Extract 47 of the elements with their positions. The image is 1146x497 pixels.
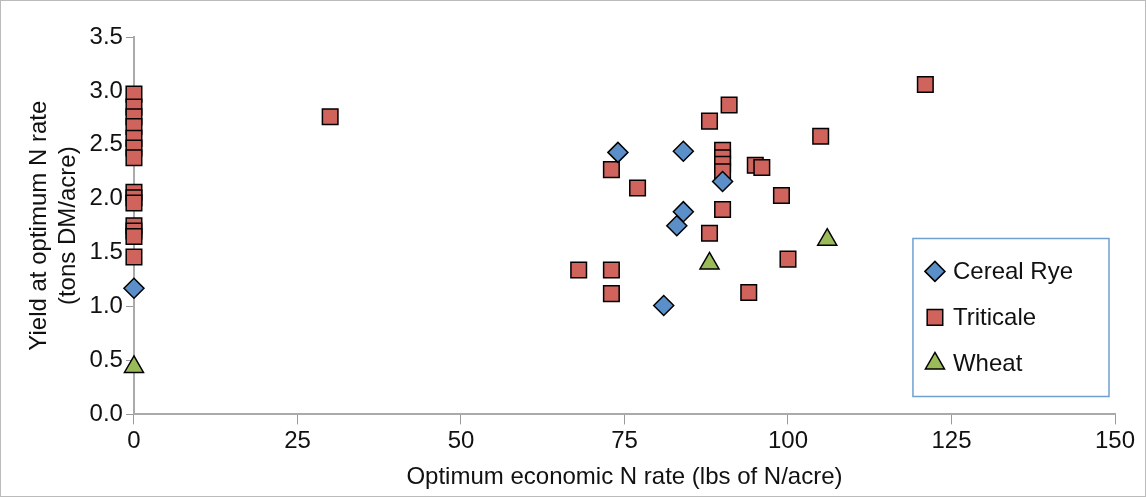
point (602, 161, 620, 179)
point (916, 75, 934, 93)
legend-label: Cereal Rye (952, 257, 1073, 285)
point (629, 179, 647, 197)
point (779, 250, 797, 268)
point (700, 224, 719, 242)
point (753, 158, 771, 176)
point (720, 96, 738, 114)
point (602, 261, 620, 279)
y-tick-label: 3.0 (89, 75, 123, 103)
point (570, 261, 588, 279)
point (772, 186, 790, 205)
point (125, 194, 143, 212)
y-tick-label: 0.5 (89, 345, 123, 373)
x-tick-label: 75 (611, 426, 638, 454)
point (125, 227, 143, 246)
x-tick-label: 150 (1094, 426, 1136, 454)
x-axis-title: Optimum economic N rate (lbs of N/acre) (406, 462, 843, 490)
point (607, 141, 629, 164)
x-tick-label: 0 (127, 426, 141, 454)
legend-label: Wheat (952, 349, 1023, 377)
point (672, 200, 695, 223)
point (714, 201, 732, 219)
x-tick-label: 125 (931, 426, 972, 454)
y-tick-label: 2.0 (89, 183, 123, 211)
point (812, 127, 830, 145)
point (321, 108, 339, 126)
y-tick-label: 2.5 (89, 129, 123, 157)
point (666, 214, 688, 237)
point (672, 140, 695, 163)
y-axis-title: Yield at optimum N rate (tons DM/acre) (24, 100, 80, 351)
point (740, 284, 758, 302)
y-tick-label: 1.5 (89, 237, 123, 265)
point (652, 294, 675, 317)
legend-label: Triticale (952, 303, 1037, 331)
point (602, 285, 620, 303)
x-tick-label: 100 (767, 426, 809, 454)
point (700, 112, 719, 130)
y-tick-label: 1.0 (89, 291, 123, 319)
point (125, 149, 143, 167)
point (125, 248, 143, 266)
x-tick-label: 50 (447, 426, 475, 454)
y-tick-label: 3.5 (89, 21, 123, 49)
y-tick-label: 0.0 (89, 399, 123, 427)
point (123, 277, 145, 299)
point (711, 170, 734, 193)
x-tick-label: 25 (284, 426, 311, 454)
